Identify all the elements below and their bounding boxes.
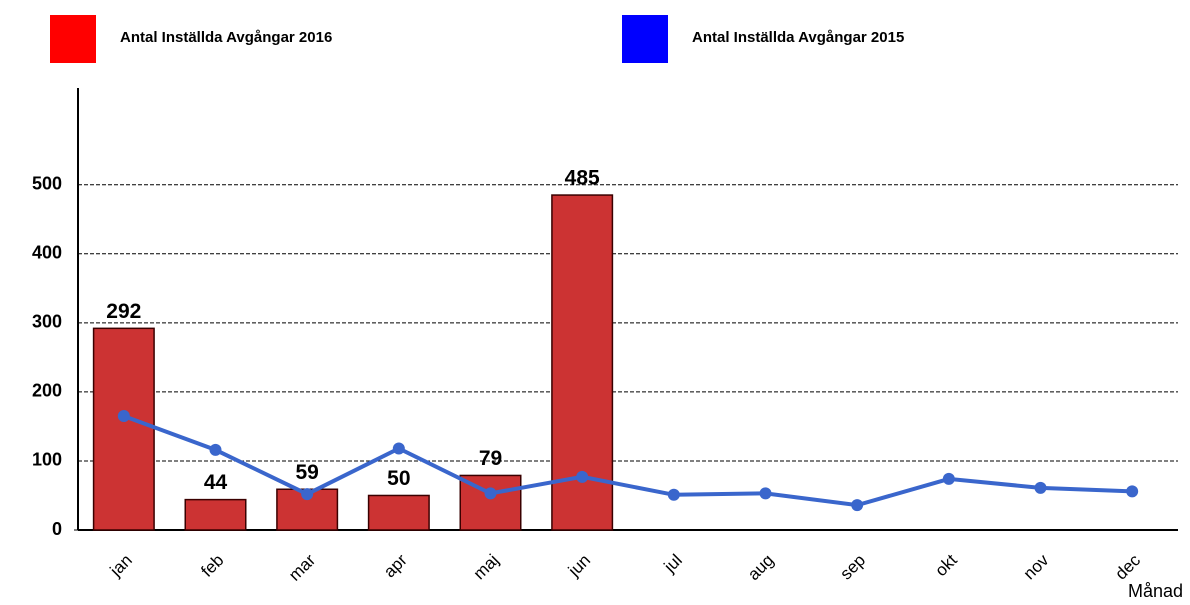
point: [576, 470, 589, 483]
data-label: 485: [565, 167, 600, 190]
x-tick-label: jan: [106, 551, 136, 581]
bar: [459, 474, 522, 531]
point: [392, 442, 405, 455]
y-tick-label: 300: [32, 312, 62, 332]
x-tick-label: sep: [836, 551, 869, 584]
y-tick-label: 100: [32, 450, 62, 470]
point: [1126, 485, 1139, 498]
x-tick-label: feb: [197, 551, 227, 581]
y-tick-label: 500: [32, 173, 62, 193]
y-tick-label: 200: [32, 381, 62, 401]
data-label: 292: [106, 300, 141, 323]
x-tick-label: okt: [931, 550, 961, 580]
bar: [92, 327, 155, 531]
x-axis-label: Månad: [1128, 581, 1183, 601]
bar: [184, 498, 247, 531]
x-tick-label: aug: [744, 551, 777, 584]
bar: [367, 494, 430, 531]
point: [117, 410, 130, 423]
data-label: 44: [204, 471, 228, 494]
line: [123, 414, 1133, 508]
legend-swatch: [50, 15, 96, 63]
point: [759, 487, 772, 500]
x-tick-label: nov: [1020, 550, 1053, 583]
data-label: 59: [295, 461, 318, 484]
x-tick-label: maj: [470, 551, 503, 584]
y-tick-label: 0: [52, 519, 62, 539]
point: [667, 488, 680, 501]
y-tick-label: 400: [32, 243, 62, 263]
x-tick-label: apr: [380, 550, 411, 581]
data-label: 79: [479, 447, 502, 470]
x-tick-label: mar: [285, 550, 319, 584]
point: [209, 443, 222, 456]
point: [942, 472, 955, 485]
point: [484, 487, 497, 500]
point: [851, 499, 864, 512]
point: [1034, 481, 1047, 494]
legend-label: Antal Inställda Avgångar 2016: [120, 29, 332, 46]
data-label: 50: [387, 467, 410, 490]
point: [301, 488, 314, 501]
x-tick-label: jun: [564, 551, 594, 581]
legend-label: Antal Inställda Avgångar 2015: [692, 29, 904, 46]
legend-swatch: [622, 15, 668, 63]
x-tick-label: jul: [660, 551, 686, 577]
x-tick-label: dec: [1111, 550, 1144, 583]
